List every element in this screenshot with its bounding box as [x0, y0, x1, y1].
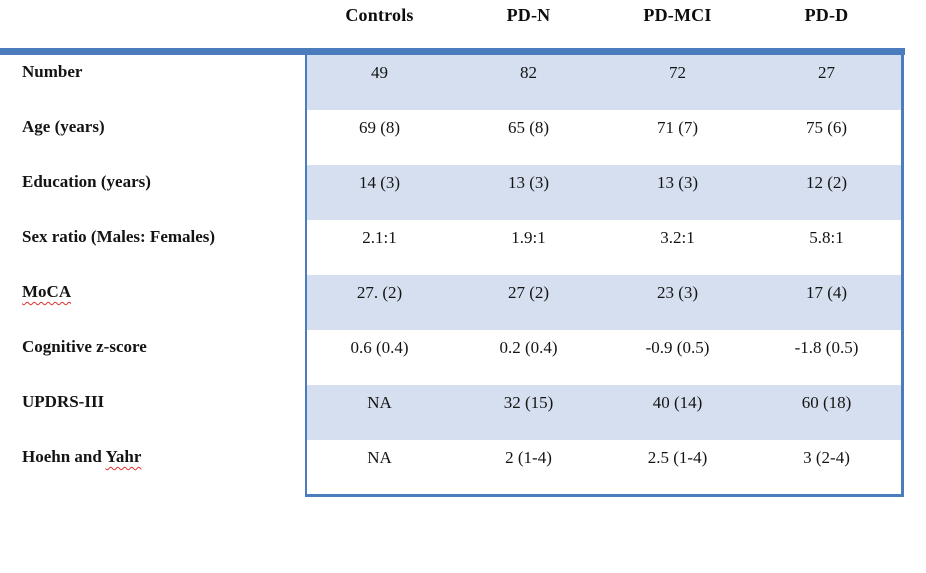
row-label: Education (years) [0, 165, 305, 220]
table-cell: 3.2:1 [603, 220, 752, 275]
table-row: Number 49 82 72 27 [0, 55, 926, 110]
table-cell: 2.1:1 [305, 220, 454, 275]
row-label-text: Cognitive z-score [22, 337, 147, 356]
table-row: Hoehn and Yahr NA 2 (1-4) 2.5 (1-4) 3 (2-4) [0, 440, 926, 497]
table-cell: 27 [752, 55, 901, 110]
table-cell: 60 (18) [752, 385, 901, 440]
table-cell: 5.8:1 [752, 220, 901, 275]
table-body: Number 49 82 72 27 Age (years) 69 (8) 65 (8) 71 … [0, 55, 926, 497]
row-label-text: Sex ratio (Males: Females) [22, 227, 216, 246]
table-row: Education (years) 14 (3) 13 (3) 13 (3) 12 (2… [0, 165, 926, 220]
table-cell: 0.6 (0.4) [305, 330, 454, 385]
table-cell: 32 (15) [454, 385, 603, 440]
row-label-text: Hoehn and [22, 447, 106, 466]
table-cell: 2.5 (1-4) [603, 440, 752, 497]
corner-spacer [0, 0, 305, 48]
table-row: UPDRS-III NA 32 (15) 40 (14) 60 (18) [0, 385, 926, 440]
table-cell: 49 [305, 55, 454, 110]
column-header: Controls [345, 5, 414, 25]
table-cell: 27. (2) [305, 275, 454, 330]
table-cell: 3 (2-4) [752, 440, 901, 497]
table-row: Age (years) 69 (8) 65 (8) 71 (7) 75 (6) [0, 110, 926, 165]
table-cell: 40 (14) [603, 385, 752, 440]
table-cell: 17 (4) [752, 275, 901, 330]
column-header: PD-MCI [643, 5, 712, 25]
table-cell: 65 (8) [454, 110, 603, 165]
column-header: PD-N [506, 5, 551, 25]
table-cell: 14 (3) [305, 165, 454, 220]
table-cell: NA [305, 385, 454, 440]
row-label: Sex ratio (Males: Females) [0, 220, 305, 275]
table-top-border [0, 48, 905, 55]
row-label: MoCA [0, 275, 305, 330]
table-row: MoCA 27. (2) 27 (2) 23 (3) 17 (4) [0, 275, 926, 330]
table-cell: 13 (3) [603, 165, 752, 220]
table-cell: 12 (2) [752, 165, 901, 220]
row-label: Age (years) [0, 110, 305, 165]
row-label: Hoehn and Yahr [0, 440, 305, 497]
table-cell: 0.2 (0.4) [454, 330, 603, 385]
row-label: Cognitive z-score [0, 330, 305, 385]
misspelled-word: MoCA [22, 282, 72, 301]
table-cell: 69 (8) [305, 110, 454, 165]
row-label-text: Age (years) [22, 117, 105, 136]
table-cell: NA [305, 440, 454, 497]
misspelled-word: Yahr [105, 447, 142, 466]
table-cell: -0.9 (0.5) [603, 330, 752, 385]
table-cell: 27 (2) [454, 275, 603, 330]
table-cell: 72 [603, 55, 752, 110]
table-row: Cognitive z-score 0.6 (0.4) 0.2 (0.4) -0.9 … [0, 330, 926, 385]
row-label: Number [0, 55, 305, 110]
table-cell: 23 (3) [603, 275, 752, 330]
table-row: Sex ratio (Males: Females) 2.1:1 1.9:1 3.2:… [0, 220, 926, 275]
table-cell: 82 [454, 55, 603, 110]
row-label: UPDRS-III [0, 385, 305, 440]
row-label-text: Education (years) [22, 172, 151, 191]
table-cell: 13 (3) [454, 165, 603, 220]
row-label-text: Number [22, 62, 83, 81]
table-header-row: Controls PD-N PD-MCI PD-D [0, 0, 926, 48]
row-label-text: UPDRS-III [22, 392, 105, 411]
table-cell: 71 (7) [603, 110, 752, 165]
table-cell: -1.8 (0.5) [752, 330, 901, 385]
table-cell: 1.9:1 [454, 220, 603, 275]
table-cell: 75 (6) [752, 110, 901, 165]
column-header: PD-D [804, 5, 849, 25]
table-cell: 2 (1-4) [454, 440, 603, 497]
